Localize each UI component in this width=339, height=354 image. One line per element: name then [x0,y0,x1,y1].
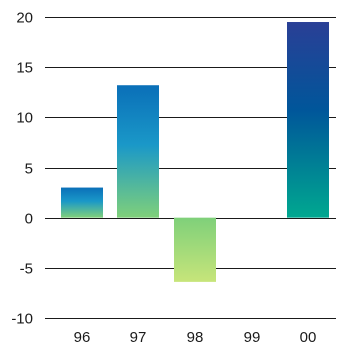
bar-97 [117,85,159,218]
y-tick-label: -5 [20,261,33,278]
x-tick-label: 96 [74,329,91,346]
y-tick-label: 20 [16,10,33,27]
y-axis-ticks: -10 -5 0 5 10 15 20 [11,10,33,328]
x-tick-label: 98 [187,329,204,346]
bar-98 [174,217,216,282]
y-tick-label: -10 [11,311,33,328]
bars [61,22,329,282]
y-tick-label: 10 [16,110,33,127]
y-tick-label: 0 [25,211,33,228]
x-tick-label: 99 [244,329,261,346]
x-tick-label: 00 [300,329,317,346]
bar-96 [61,187,103,218]
bar-00 [287,22,329,218]
x-tick-label: 97 [130,329,147,346]
y-tick-label: 5 [25,161,33,178]
x-axis-ticks: 96 97 98 99 00 [74,329,317,346]
y-tick-label: 15 [16,60,33,77]
